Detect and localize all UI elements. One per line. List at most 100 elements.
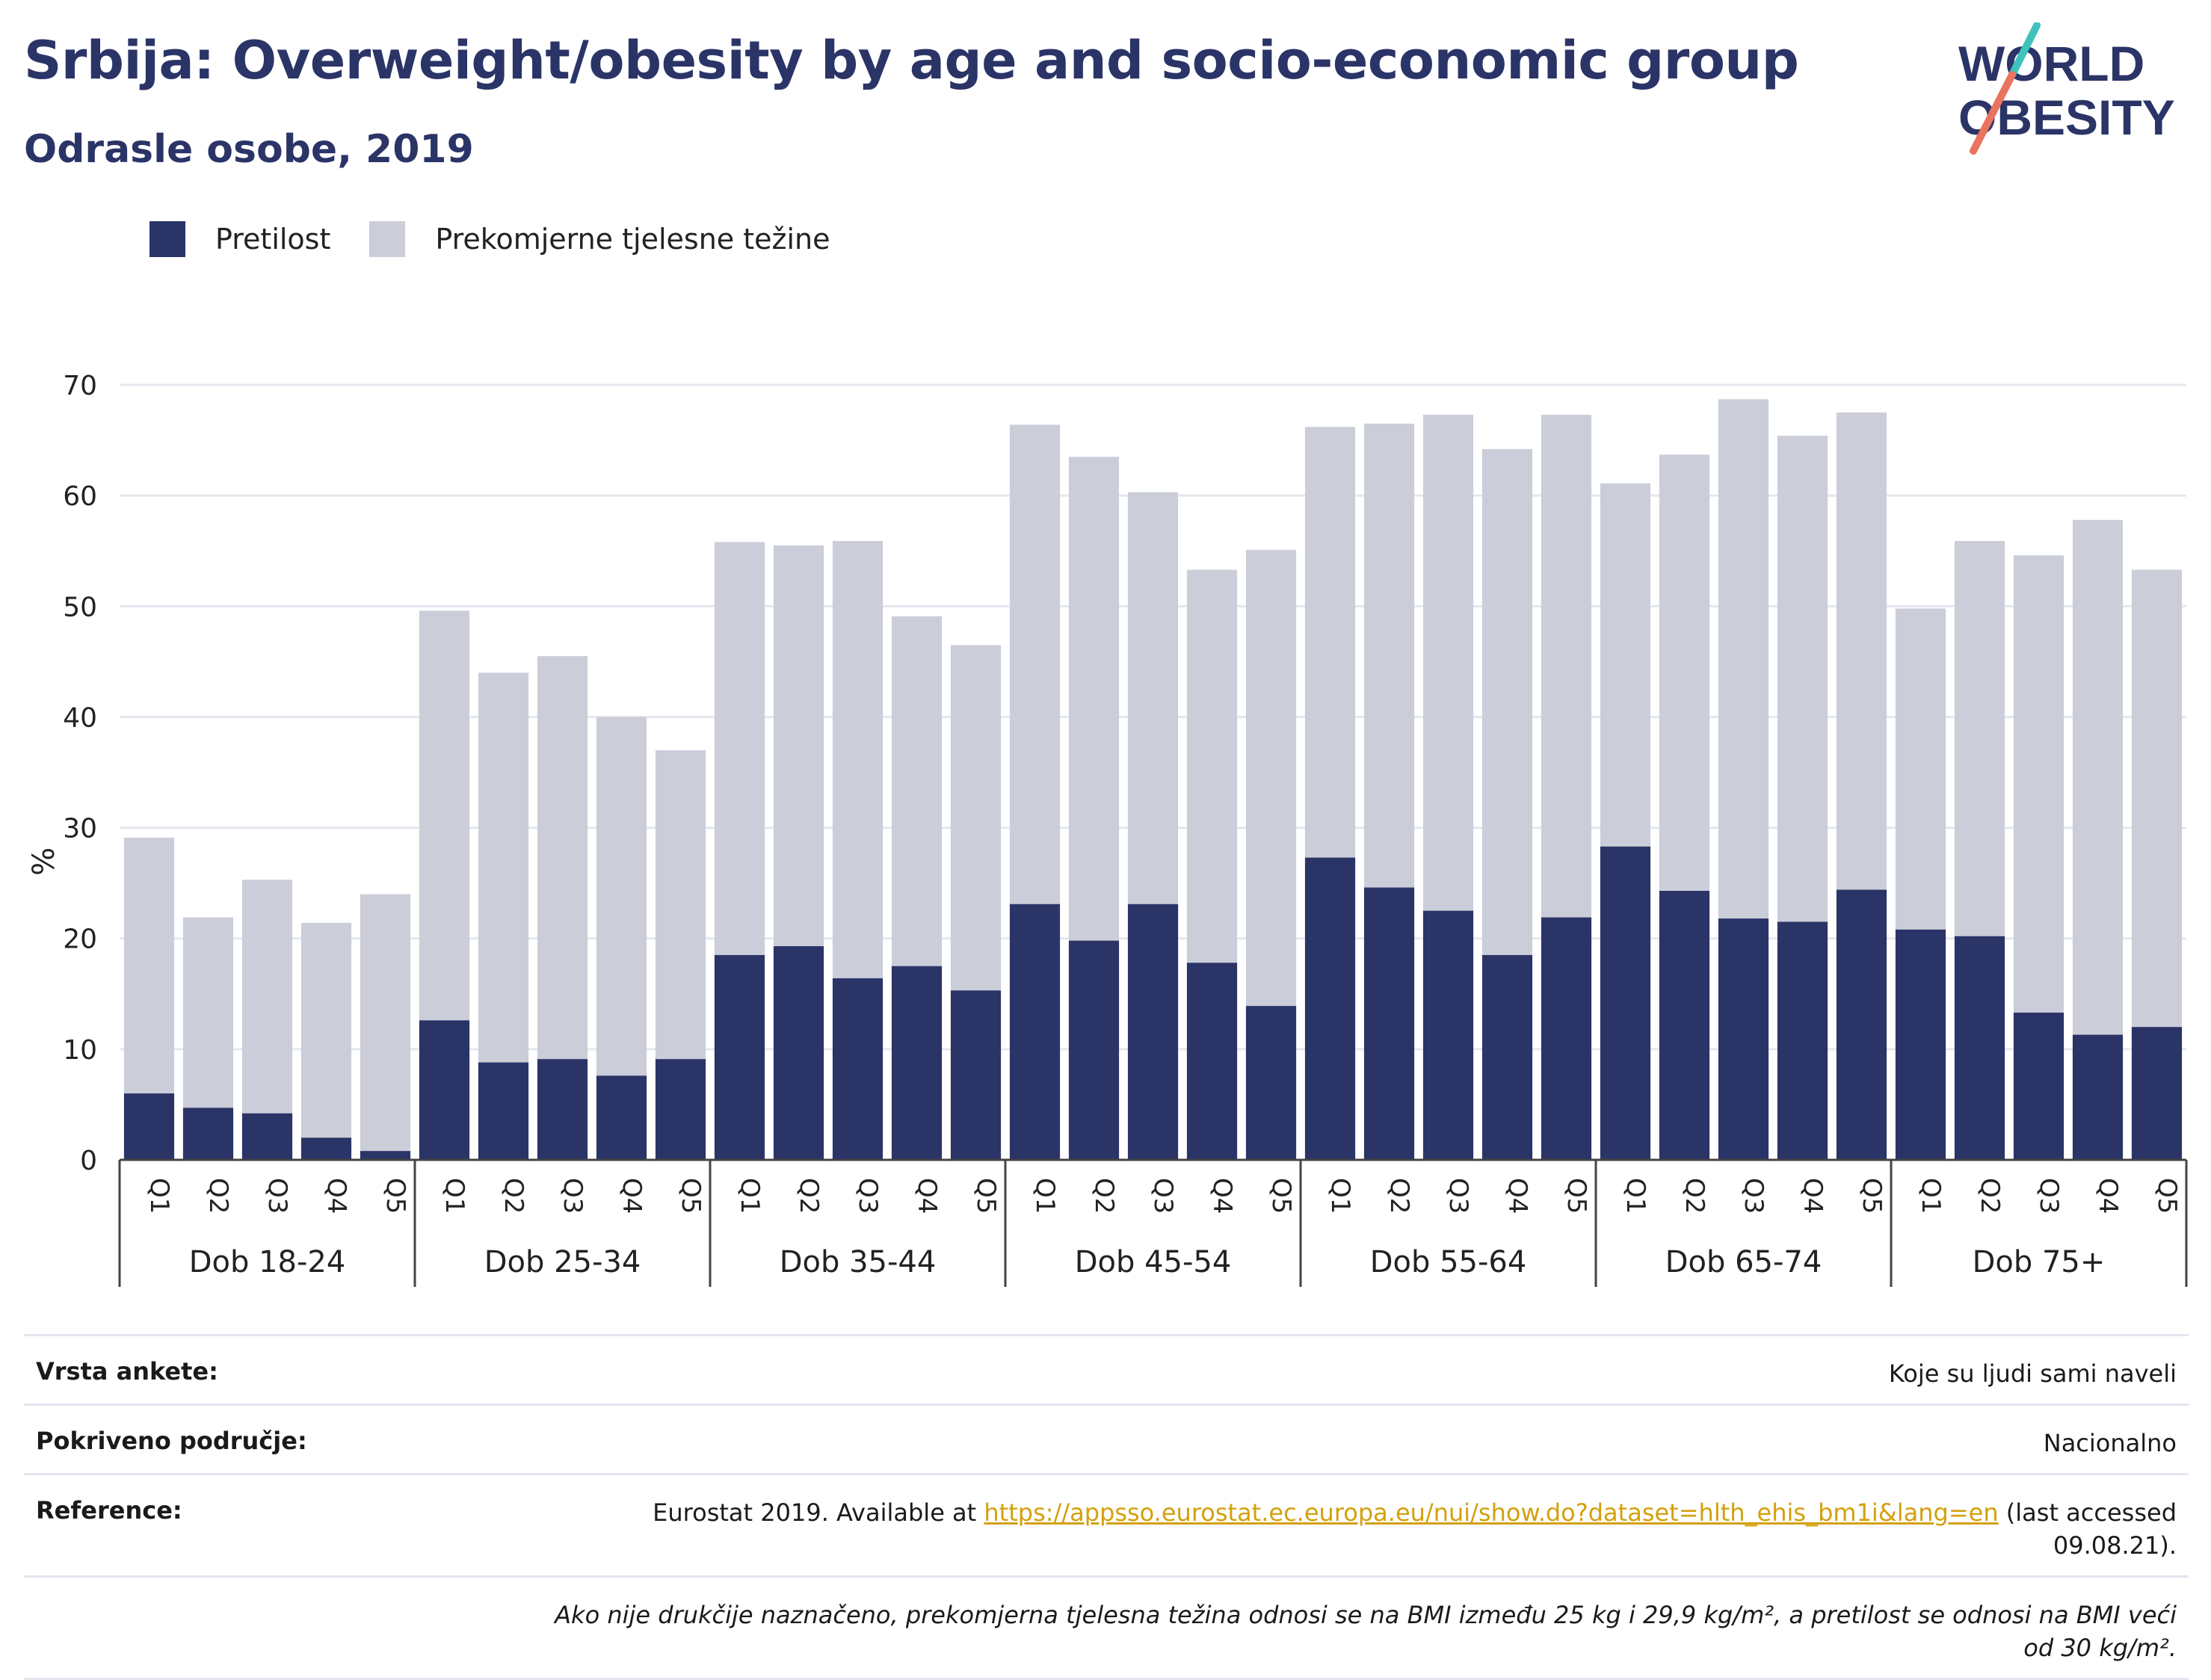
bar-obesity [1659, 891, 1710, 1160]
x-tick-label: Q2 [1384, 1178, 1414, 1214]
bar-obesity [182, 1108, 234, 1160]
x-tick-label: Q1 [1916, 1178, 1946, 1214]
survey-value: Koje su ljudi sami naveli [1888, 1359, 2177, 1388]
bar-obesity [714, 954, 765, 1160]
x-tick-label: Q4 [1798, 1178, 1828, 1214]
bar-obesity [596, 1075, 647, 1160]
bar-obesity [1127, 904, 1179, 1160]
group-label: Dob 25-34 [484, 1245, 641, 1279]
x-tick-label: Q2 [203, 1178, 233, 1214]
x-tick-label: Q4 [1207, 1178, 1237, 1214]
y-tick-label: 20 [63, 924, 97, 955]
x-tick-label: Q3 [1148, 1178, 1178, 1214]
x-tick-label: Q3 [2034, 1178, 2064, 1214]
x-tick-label: Q1 [1030, 1178, 1060, 1214]
x-tick-label: Q5 [380, 1178, 410, 1214]
info-row-area: Pokriveno područje: Nacionalno [24, 1403, 2189, 1473]
legend-item-obesity[interactable]: Pretilost [149, 221, 330, 257]
group-label: Dob 18-24 [189, 1245, 346, 1279]
legend-label-overweight: Prekomjerne tjelesne težine [435, 223, 830, 256]
bar-overweight [300, 922, 352, 1160]
chart-title: Srbija: Overweight/obesity by age and so… [24, 30, 1799, 91]
x-tick-label: Q4 [617, 1178, 647, 1214]
info-row-reference: Reference: Eurostat 2019. Available at h… [24, 1473, 2189, 1575]
bar-obesity [537, 1059, 588, 1160]
group-label: Dob 35-44 [780, 1245, 937, 1279]
y-tick-label: 60 [63, 481, 97, 512]
definition-note: Ako nije drukčije naznačeno, prekomjerna… [555, 1601, 2177, 1662]
info-row-survey: Vrsta ankete: Koje su ljudi sami naveli [24, 1334, 2189, 1403]
group-label: Dob 65-74 [1665, 1245, 1822, 1279]
legend-item-overweight[interactable]: Prekomjerne tjelesne težine [369, 221, 830, 257]
bar-obesity [123, 1093, 175, 1160]
bar-overweight [241, 880, 293, 1160]
bar-obesity [1068, 940, 1120, 1160]
area-label: Pokriveno područje: [36, 1427, 307, 1455]
x-tick-label: Q3 [262, 1178, 292, 1214]
x-tick-label: Q4 [321, 1178, 351, 1214]
bar-obesity [1777, 921, 1828, 1160]
bar-obesity [1009, 904, 1061, 1160]
x-tick-label: Q4 [912, 1178, 942, 1214]
y-tick-label: 70 [63, 371, 97, 401]
bar-obesity [1245, 1006, 1297, 1160]
reference-suffix: (last accessed 09.08.21). [1998, 1498, 2177, 1560]
group-label: Dob 75+ [1973, 1245, 2106, 1279]
bar-obesity [2013, 1012, 2064, 1160]
x-tick-label: Q4 [1502, 1178, 1532, 1214]
y-axis-label: % [27, 847, 61, 876]
bar-obesity [950, 990, 1002, 1160]
reference-prefix: Eurostat 2019. Available at [653, 1498, 984, 1527]
bar-obesity [1481, 954, 1533, 1160]
x-tick-label: Q5 [1266, 1178, 1296, 1214]
x-tick-label: Q5 [1561, 1178, 1591, 1214]
y-tick-label: 40 [63, 702, 97, 733]
x-tick-label: Q2 [1975, 1178, 2005, 1214]
bar-obesity [1600, 846, 1651, 1160]
bar-obesity [1363, 887, 1415, 1160]
bar-obesity [2131, 1027, 2183, 1160]
bar-obesity [1186, 963, 1238, 1160]
bar-obesity [1541, 917, 1592, 1160]
world-obesity-logo: WORLD OBESITY [1958, 22, 2175, 155]
y-tick-label: 10 [63, 1035, 97, 1066]
bar-overweight [360, 894, 411, 1160]
logo-line1: WORLD [1958, 36, 2144, 91]
x-tick-label: Q5 [676, 1178, 706, 1214]
x-tick-label: Q5 [971, 1178, 1001, 1214]
reference-label: Reference: [36, 1496, 182, 1525]
bar-obesity [1718, 918, 1769, 1160]
bar-obesity [832, 978, 884, 1160]
area-value: Nacionalno [2043, 1429, 2177, 1457]
y-tick-label: 0 [80, 1146, 97, 1176]
bar-obesity [891, 966, 943, 1160]
x-tick-label: Q3 [1443, 1178, 1473, 1214]
x-tick-label: Q2 [499, 1178, 528, 1214]
bar-obesity [1895, 929, 1946, 1160]
reference-link[interactable]: https://appsso.eurostat.ec.europa.eu/nui… [984, 1498, 1999, 1527]
x-tick-label: Q5 [2152, 1178, 2182, 1214]
bar-obesity [1836, 889, 1887, 1160]
legend-swatch-overweight [369, 221, 406, 257]
bar-obesity [241, 1113, 293, 1160]
bar-obesity [1954, 936, 2005, 1160]
bar-obesity [300, 1137, 352, 1160]
x-tick-label: Q3 [558, 1178, 588, 1214]
bar-obesity [1422, 910, 1474, 1160]
survey-label: Vrsta ankete: [36, 1357, 218, 1386]
x-tick-label: Q4 [2093, 1178, 2123, 1214]
x-tick-label: Q2 [1680, 1178, 1709, 1214]
group-label: Dob 55-64 [1370, 1245, 1527, 1279]
logo-slash-coral [1970, 71, 2016, 155]
x-tick-label: Q1 [144, 1178, 174, 1214]
x-tick-label: Q3 [1739, 1178, 1769, 1214]
bar-obesity [2072, 1034, 2124, 1160]
x-tick-label: Q3 [853, 1178, 883, 1214]
info-table: Vrsta ankete: Koje su ljudi sami naveli … [24, 1334, 2189, 1680]
bar-obesity [1304, 857, 1356, 1160]
bar-chart: 0 10 20 30 40 50 60 70% Q1 Q2 Q3 Q4 Q5 Dob 18-24 Q1 Q2 Q… [27, 371, 2188, 1287]
legend: Pretilost Prekomjerne tjelesne težine [149, 217, 869, 262]
x-tick-label: Q1 [1621, 1178, 1650, 1214]
reference-value: Eurostat 2019. Available at https://apps… [532, 1496, 2189, 1562]
x-tick-label: Q2 [1089, 1178, 1119, 1214]
